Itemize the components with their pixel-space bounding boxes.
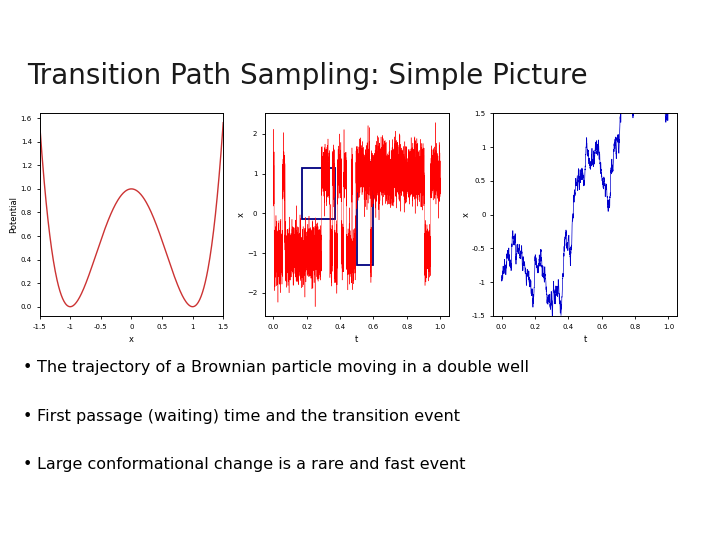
Text: The trajectory of a Brownian particle moving in a double well: The trajectory of a Brownian particle mo… <box>37 360 529 375</box>
Bar <box>302 168 335 219</box>
Text: First passage (waiting) time and the transition event: First passage (waiting) time and the tra… <box>37 409 461 423</box>
Y-axis label: x: x <box>237 212 246 217</box>
Bar <box>357 162 374 265</box>
Text: Transition Path Sampling: Simple Picture: Transition Path Sampling: Simple Picture <box>27 62 588 90</box>
Text: UNIVERSITY®: UNIVERSITY® <box>74 32 127 40</box>
Text: •: • <box>23 409 32 423</box>
X-axis label: t: t <box>583 335 587 344</box>
Bar <box>11 5 58 19</box>
Text: Large conformational change is a rare and fast event: Large conformational change is a rare an… <box>37 457 466 472</box>
Y-axis label: x: x <box>462 212 471 217</box>
X-axis label: t: t <box>355 335 359 344</box>
X-axis label: x: x <box>129 335 134 344</box>
Text: •: • <box>23 457 32 472</box>
Bar <box>9 4 60 46</box>
Text: TEMPLE: TEMPLE <box>74 7 161 25</box>
Y-axis label: Potential: Potential <box>9 196 18 233</box>
Text: •: • <box>23 360 32 375</box>
Bar <box>26 19 43 45</box>
